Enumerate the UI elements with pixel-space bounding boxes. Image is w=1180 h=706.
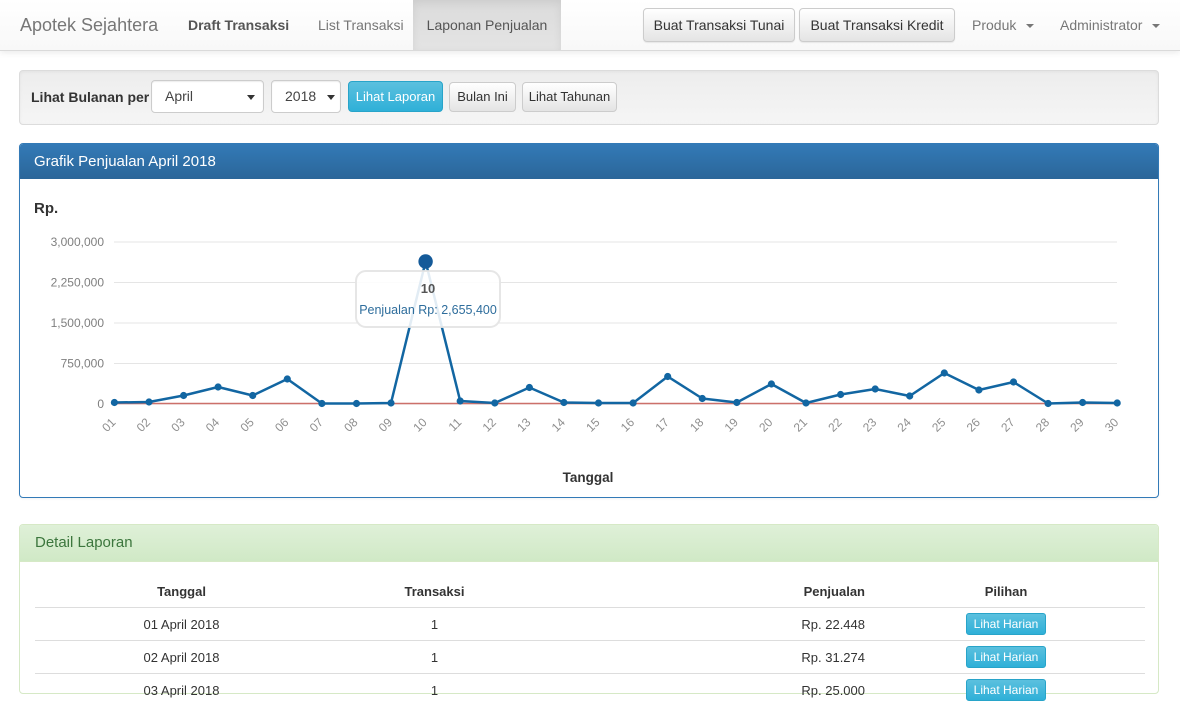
svg-text:06: 06 — [272, 415, 292, 435]
svg-text:07: 07 — [307, 415, 327, 435]
svg-text:19: 19 — [722, 415, 742, 435]
svg-text:26: 26 — [964, 415, 984, 435]
svg-text:28: 28 — [1033, 415, 1053, 435]
svg-text:23: 23 — [860, 415, 880, 435]
svg-text:17: 17 — [652, 415, 672, 435]
svg-text:25: 25 — [929, 415, 949, 435]
svg-text:18: 18 — [687, 415, 707, 435]
svg-text:13: 13 — [514, 415, 534, 435]
svg-text:10: 10 — [410, 415, 430, 435]
svg-text:750,000: 750,000 — [61, 357, 105, 371]
svg-text:11: 11 — [446, 415, 465, 434]
svg-text:20: 20 — [756, 415, 776, 435]
svg-text:21: 21 — [791, 415, 811, 435]
svg-text:30: 30 — [1102, 415, 1122, 435]
svg-text:09: 09 — [376, 415, 396, 435]
svg-text:15: 15 — [583, 415, 603, 435]
svg-text:3,000,000: 3,000,000 — [51, 235, 105, 249]
svg-text:05: 05 — [237, 415, 257, 435]
svg-text:12: 12 — [480, 415, 500, 435]
svg-text:Tanggal: Tanggal — [563, 470, 614, 485]
svg-text:24: 24 — [894, 415, 914, 435]
svg-text:08: 08 — [341, 415, 361, 435]
svg-text:Penjualan Rp: 2,655,400: Penjualan Rp: 2,655,400 — [359, 303, 497, 317]
svg-text:1,500,000: 1,500,000 — [51, 316, 105, 330]
svg-text:04: 04 — [203, 415, 223, 435]
svg-text:0: 0 — [97, 397, 104, 411]
svg-text:2,250,000: 2,250,000 — [51, 276, 105, 290]
svg-text:10: 10 — [421, 281, 435, 296]
svg-text:29: 29 — [1067, 415, 1087, 435]
svg-text:03: 03 — [168, 415, 188, 435]
svg-text:01: 01 — [99, 415, 119, 435]
svg-text:16: 16 — [618, 415, 638, 435]
svg-text:27: 27 — [998, 415, 1018, 435]
svg-text:Rp.: Rp. — [34, 200, 58, 217]
svg-text:22: 22 — [825, 415, 845, 435]
svg-text:14: 14 — [549, 415, 569, 435]
svg-text:02: 02 — [134, 415, 154, 435]
